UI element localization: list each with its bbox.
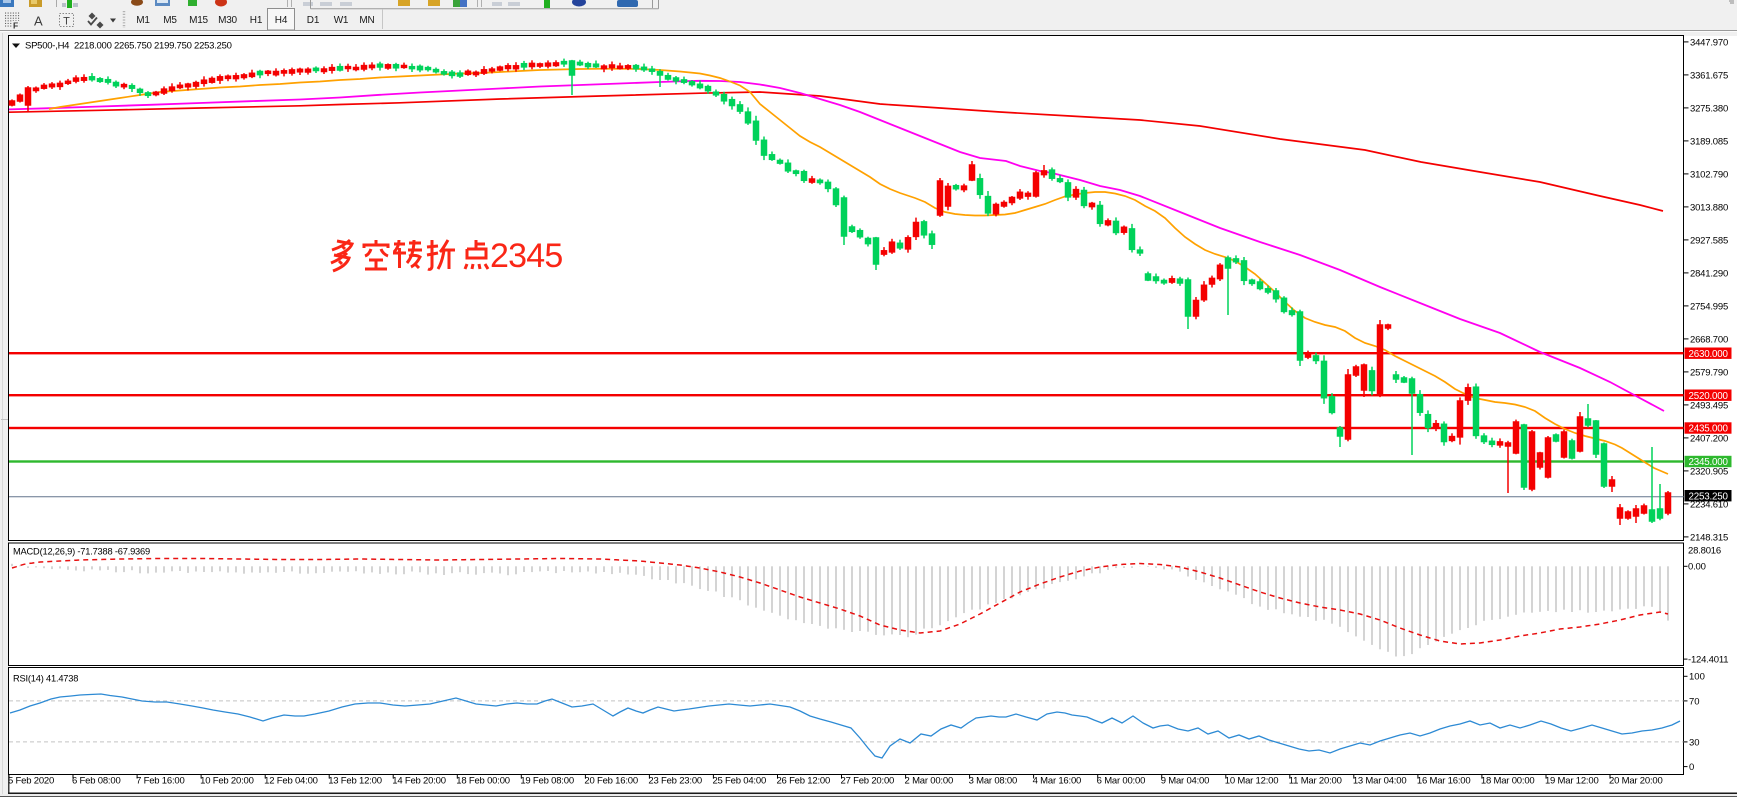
svg-text:18 Mar 00:00: 18 Mar 00:00 <box>1481 776 1535 787</box>
svg-text:26 Feb 12:00: 26 Feb 12:00 <box>776 776 830 787</box>
svg-text:MN: MN <box>359 15 374 26</box>
svg-text:3 Mar 08:00: 3 Mar 08:00 <box>969 776 1018 787</box>
svg-text:30: 30 <box>1689 737 1700 748</box>
svg-text:2407.200: 2407.200 <box>1690 433 1728 444</box>
svg-text:M15: M15 <box>189 15 208 26</box>
svg-text:2234.610: 2234.610 <box>1690 499 1728 510</box>
svg-text:2320.905: 2320.905 <box>1690 466 1728 477</box>
svg-text:19 Feb 08:00: 19 Feb 08:00 <box>520 776 574 787</box>
svg-text:2345.000: 2345.000 <box>1689 457 1729 468</box>
svg-text:2253.250: 2253.250 <box>1689 491 1729 502</box>
svg-text:H1: H1 <box>250 15 263 26</box>
svg-text:5 Feb 2020: 5 Feb 2020 <box>8 776 54 787</box>
svg-text:2493.495: 2493.495 <box>1690 400 1728 411</box>
svg-text:25 Feb 04:00: 25 Feb 04:00 <box>712 776 766 787</box>
svg-text:3447.970: 3447.970 <box>1690 37 1728 48</box>
svg-text:2841.290: 2841.290 <box>1690 268 1728 279</box>
svg-text:28.8016: 28.8016 <box>1688 546 1721 557</box>
svg-text:4 Mar 16:00: 4 Mar 16:00 <box>1033 776 1082 787</box>
svg-text:D1: D1 <box>307 15 320 26</box>
svg-text:2927.585: 2927.585 <box>1690 235 1728 246</box>
svg-text:M30: M30 <box>218 15 237 26</box>
svg-text:RSI(14) 41.4738: RSI(14) 41.4738 <box>13 674 78 684</box>
svg-text:19 Mar 12:00: 19 Mar 12:00 <box>1545 776 1599 787</box>
svg-text:23 Feb 23:00: 23 Feb 23:00 <box>648 776 702 787</box>
svg-text:3013.880: 3013.880 <box>1690 202 1728 213</box>
svg-text:A: A <box>34 14 43 29</box>
svg-text:T: T <box>63 16 70 28</box>
svg-text:3189.085: 3189.085 <box>1690 136 1728 147</box>
svg-text:2579.790: 2579.790 <box>1690 367 1728 378</box>
svg-text:2520.000: 2520.000 <box>1689 391 1729 402</box>
svg-text:9 Mar 04:00: 9 Mar 04:00 <box>1161 776 1210 787</box>
svg-text:13 Mar 04:00: 13 Mar 04:00 <box>1353 776 1407 787</box>
svg-text:18 Feb 00:00: 18 Feb 00:00 <box>456 776 510 787</box>
svg-text:10 Feb 20:00: 10 Feb 20:00 <box>200 776 254 787</box>
svg-text:2345: 2345 <box>490 237 562 275</box>
svg-text:H4: H4 <box>275 15 288 26</box>
svg-text:14 Feb 20:00: 14 Feb 20:00 <box>392 776 446 787</box>
svg-text:M1: M1 <box>136 15 150 26</box>
svg-text:2435.000: 2435.000 <box>1689 424 1729 435</box>
svg-text:2148.315: 2148.315 <box>1690 532 1728 543</box>
svg-text:70: 70 <box>1689 696 1700 707</box>
svg-text:13 Feb 12:00: 13 Feb 12:00 <box>328 776 382 787</box>
svg-text:11 Mar 20:00: 11 Mar 20:00 <box>1289 776 1342 787</box>
svg-text:12 Feb 04:00: 12 Feb 04:00 <box>264 776 318 787</box>
svg-text:10 Mar 12:00: 10 Mar 12:00 <box>1225 776 1279 787</box>
svg-text:W1: W1 <box>334 15 349 26</box>
svg-text:6 Feb 08:00: 6 Feb 08:00 <box>72 776 121 787</box>
svg-text:20 Feb 16:00: 20 Feb 16:00 <box>584 776 638 787</box>
svg-text:2668.700: 2668.700 <box>1690 334 1728 345</box>
svg-text:27 Feb 20:00: 27 Feb 20:00 <box>841 776 895 787</box>
svg-text:100: 100 <box>1689 672 1705 683</box>
svg-text:F: F <box>13 21 18 31</box>
svg-text:3275.380: 3275.380 <box>1690 103 1728 114</box>
svg-text:2 Mar 00:00: 2 Mar 00:00 <box>905 776 954 787</box>
svg-text:7 Feb 16:00: 7 Feb 16:00 <box>136 776 185 787</box>
svg-text:3102.790: 3102.790 <box>1690 169 1728 180</box>
svg-text:20 Mar 20:00: 20 Mar 20:00 <box>1609 776 1663 787</box>
svg-text:0.00: 0.00 <box>1688 562 1706 573</box>
svg-text:0: 0 <box>1689 762 1694 773</box>
svg-text:2754.995: 2754.995 <box>1690 301 1728 312</box>
svg-text:M5: M5 <box>163 15 177 26</box>
svg-text:MACD(12,26,9) -71.7388 -67.936: MACD(12,26,9) -71.7388 -67.9369 <box>13 547 150 557</box>
svg-text:2630.000: 2630.000 <box>1689 349 1729 360</box>
svg-text:16 Mar 16:00: 16 Mar 16:00 <box>1417 776 1471 787</box>
svg-text:6 Mar 00:00: 6 Mar 00:00 <box>1097 776 1146 787</box>
svg-text:SP500-,H4 2218.000 2265.750 2: SP500-,H4 2218.000 2265.750 2199.750 225… <box>25 41 232 52</box>
svg-text:-124.4011: -124.4011 <box>1688 655 1728 666</box>
svg-text:3361.675: 3361.675 <box>1690 70 1728 81</box>
